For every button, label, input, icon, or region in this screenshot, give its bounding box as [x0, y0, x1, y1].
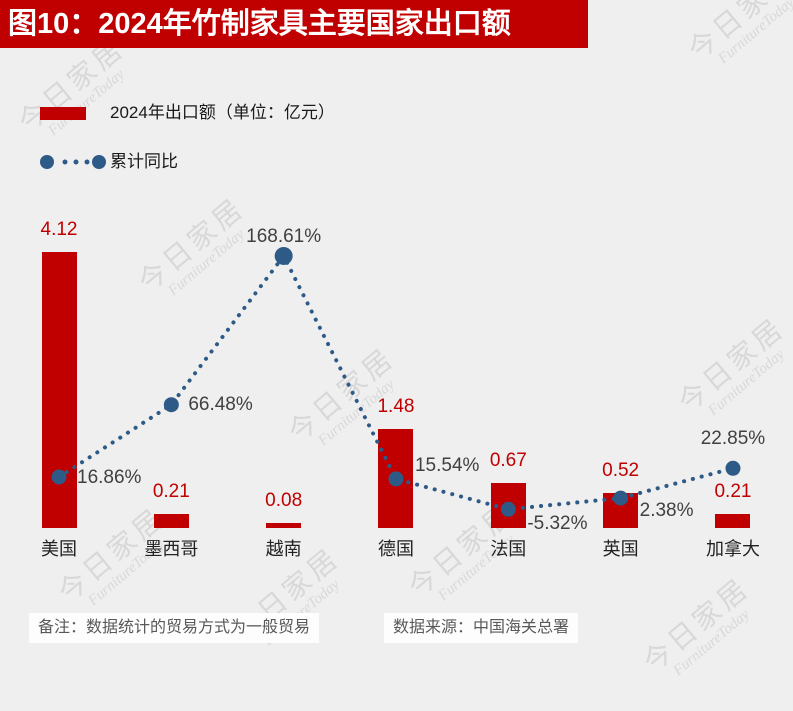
category-label: 英国 [602, 539, 639, 559]
bar-value-label: 4.12 [40, 218, 78, 240]
bar [153, 513, 189, 528]
title-banner: 图10：2024年竹制家具主要国家出口额 [0, 0, 588, 48]
data-point [274, 246, 293, 265]
chart-title: 图10：2024年竹制家具主要国家出口额 [8, 8, 511, 40]
category-label: 越南 [265, 539, 302, 559]
bar-value-label: 0.67 [489, 450, 527, 472]
trend-line-layer [51, 246, 741, 517]
infographic: 图10：2024年竹制家具主要国家出口额 2024年出口额（单位：亿元） 累计同… [0, 0, 793, 679]
category-label: 加拿大 [705, 539, 760, 559]
bar [266, 522, 302, 528]
footer-source: 数据来源：中国海关总署 [384, 613, 579, 643]
bar-value-label: 0.21 [152, 480, 190, 502]
pct-change-label: 2.38% [639, 500, 694, 522]
bar [715, 513, 751, 528]
bar-value-label: 0.52 [602, 460, 640, 482]
legend-bar-swatch [40, 107, 86, 120]
pct-change-label: -5.32% [527, 513, 588, 535]
data-point [163, 397, 179, 413]
pct-change-label: 66.48% [188, 393, 253, 415]
category-label: 法国 [490, 539, 527, 559]
pct-change-label: 168.61% [246, 225, 322, 247]
footer-note: 备注：数据统计的贸易方式为一般贸易 [29, 613, 320, 643]
bar [603, 493, 639, 528]
legend-line-marker-icon [40, 155, 106, 169]
bar-value-label: 0.08 [265, 489, 303, 511]
legend-line-label: 累计同比 [110, 152, 178, 171]
bar-value-label: 1.48 [377, 395, 415, 417]
category-label: 德国 [377, 539, 414, 559]
pct-change-label: 22.85% [700, 428, 766, 450]
bar [41, 251, 77, 528]
legend-bar-label: 2024年出口额（单位：亿元） [110, 103, 335, 122]
category-label: 墨西哥 [144, 539, 199, 559]
bar [378, 428, 414, 528]
bar [490, 483, 526, 528]
bar-value-label: 0.21 [714, 480, 752, 502]
category-label: 美国 [41, 539, 77, 559]
data-point [725, 460, 741, 476]
chart-area: 4.12 美国 16.86% 0.21 墨西哥 66.48% 0.08 越南 168.61% 1.… [40, 218, 766, 559]
